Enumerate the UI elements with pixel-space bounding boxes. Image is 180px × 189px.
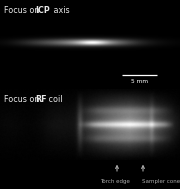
Text: Sampler cone: Sampler cone xyxy=(142,179,180,184)
Text: Torch edge: Torch edge xyxy=(100,179,130,184)
Text: 5 mm: 5 mm xyxy=(131,79,148,84)
Text: axis: axis xyxy=(51,6,70,15)
Text: Focus on: Focus on xyxy=(4,95,42,104)
Text: Focus on: Focus on xyxy=(4,6,42,15)
Text: ICP: ICP xyxy=(35,6,50,15)
Text: RF: RF xyxy=(35,95,46,104)
Text: coil: coil xyxy=(46,95,62,104)
